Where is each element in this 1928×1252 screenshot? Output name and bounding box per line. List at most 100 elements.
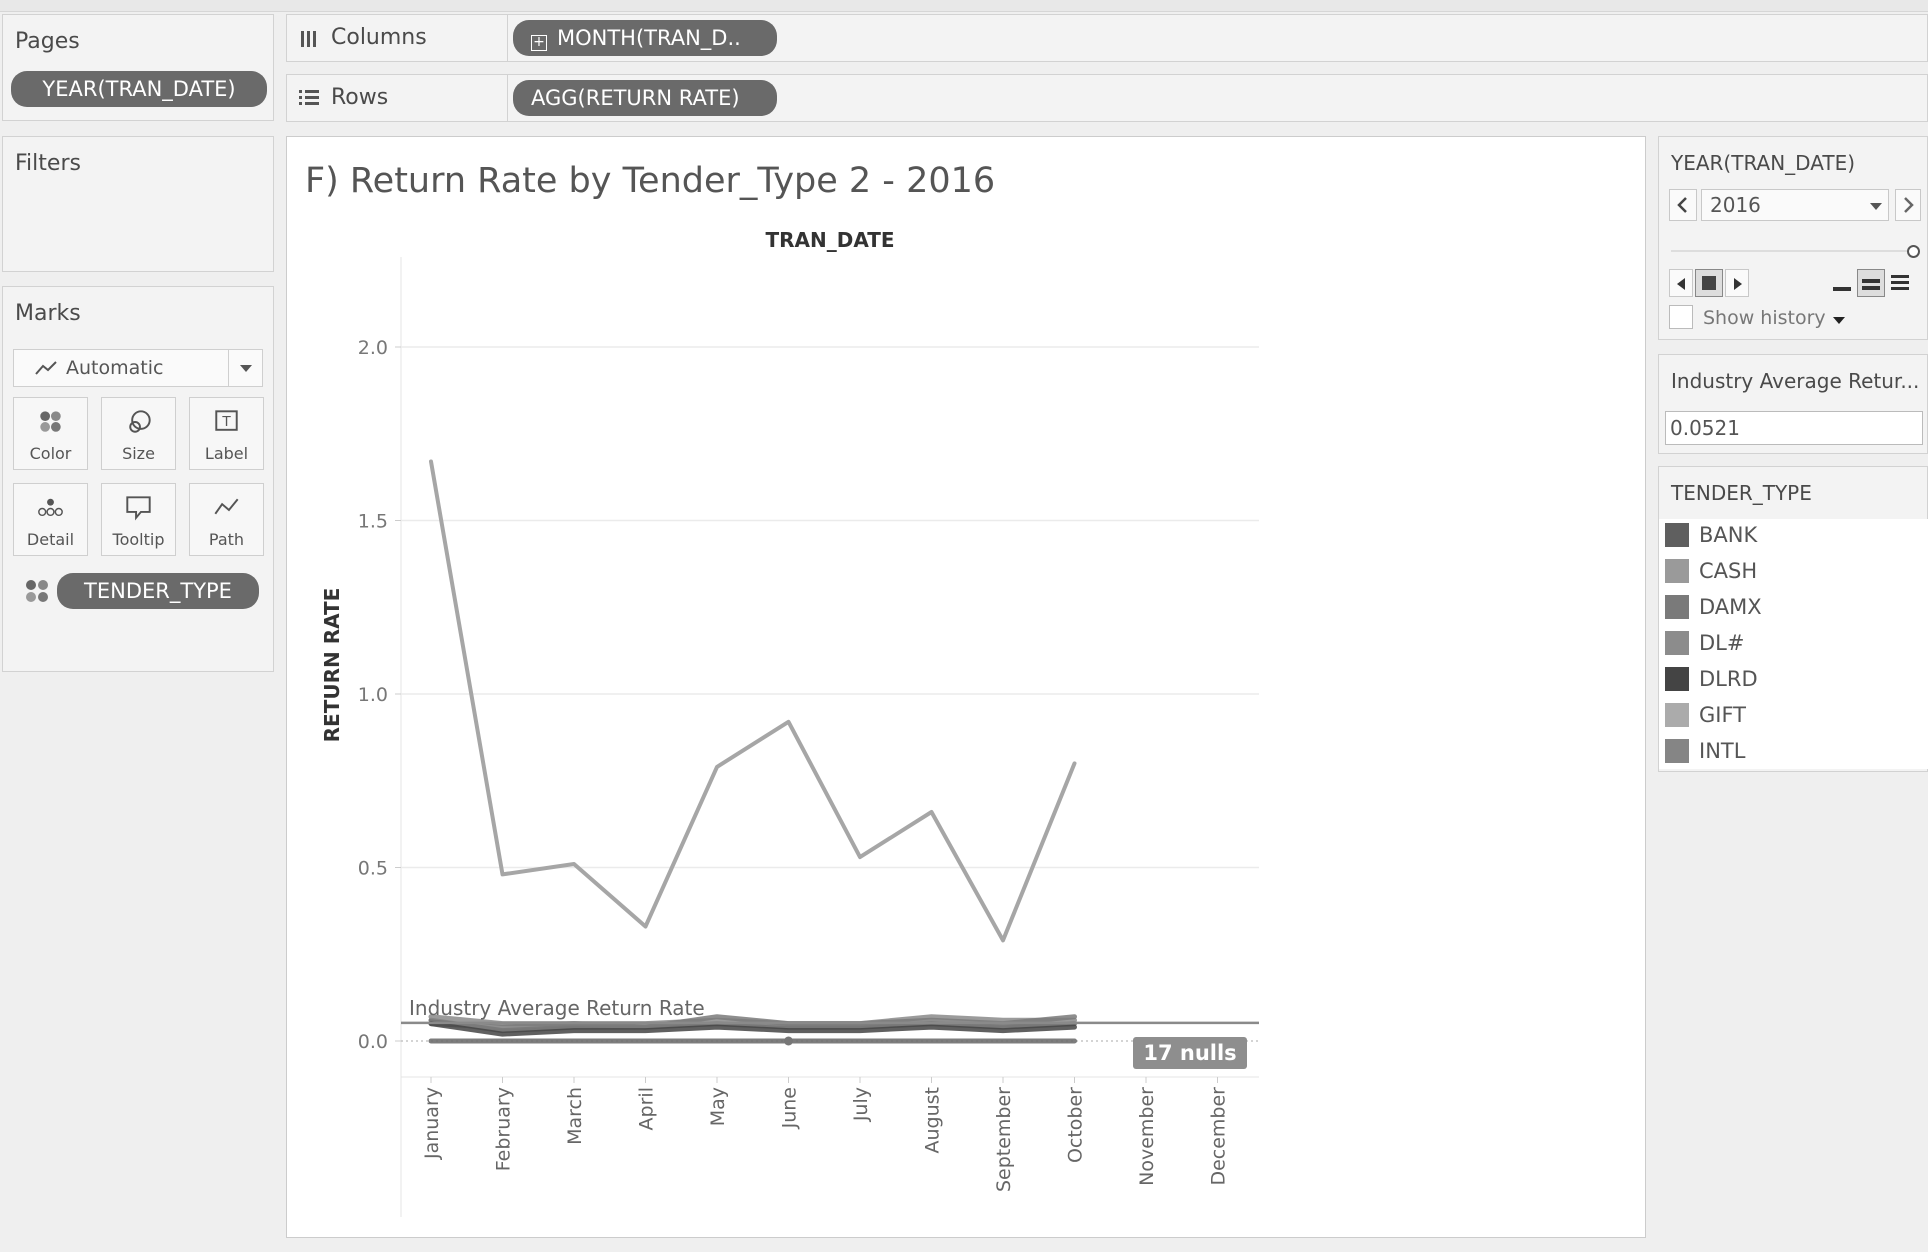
detail-icon xyxy=(14,494,87,524)
next-page-button[interactable] xyxy=(1895,189,1921,221)
color-icon xyxy=(14,408,87,438)
speed-fast-button[interactable] xyxy=(1887,269,1915,297)
legend-item[interactable]: BANK xyxy=(1659,519,1928,553)
series-line[interactable] xyxy=(431,462,1075,941)
data-point[interactable] xyxy=(784,1037,793,1046)
legend-swatch xyxy=(1665,559,1689,583)
expand-icon: + xyxy=(531,35,547,51)
top-strip xyxy=(0,0,1928,12)
chevron-down-icon xyxy=(1870,203,1882,210)
y-tick-label: 1.5 xyxy=(358,511,388,533)
rows-icon xyxy=(299,87,321,109)
parameter-title: Industry Average Retur... xyxy=(1671,369,1919,393)
legend-label: GIFT xyxy=(1699,703,1746,727)
speed-slow-button[interactable] xyxy=(1829,269,1855,297)
path-button-label: Path xyxy=(190,530,263,549)
show-history-dropdown-icon[interactable] xyxy=(1833,317,1845,324)
legend-item[interactable]: CASH xyxy=(1659,555,1928,589)
label-button[interactable]: T Label xyxy=(189,397,264,470)
columns-divider xyxy=(507,15,508,61)
pages-control-title: YEAR(TRAN_DATE) xyxy=(1671,151,1855,175)
legend-label: DLRD xyxy=(1699,667,1758,691)
line-mark-icon xyxy=(34,359,58,379)
parameter-card: Industry Average Retur... 0.0521 xyxy=(1658,354,1928,454)
y-tick-label: 0.5 xyxy=(358,858,388,880)
chevron-down-icon xyxy=(240,365,252,372)
rows-shelf[interactable]: Rows AGG(RETURN RATE) xyxy=(286,74,1928,122)
color-button[interactable]: Color xyxy=(13,397,88,470)
playback-stop-button[interactable] xyxy=(1695,269,1723,297)
color-button-label: Color xyxy=(14,444,87,463)
legend-label: BANK xyxy=(1699,523,1757,547)
legend-swatch xyxy=(1665,739,1689,763)
reference-line-label: Industry Average Return Rate xyxy=(409,996,705,1020)
y-tick-label: 1.0 xyxy=(358,684,388,706)
line-chart: TRAN_DATE 0.0 0.5 1.0 1.5 2.0 RETURN RATE Janua… xyxy=(287,137,1647,1239)
playback-forward-button[interactable] xyxy=(1725,269,1749,297)
legend-card: TENDER_TYPE BANK CASH DAMX DL# DLRD GIFT INTL xyxy=(1658,466,1928,772)
legend-item[interactable]: GIFT xyxy=(1659,699,1928,733)
path-button[interactable]: Path xyxy=(189,483,264,556)
tender-type-pill[interactable]: TENDER_TYPE xyxy=(57,573,259,609)
x-tick-label: November xyxy=(1136,1087,1158,1186)
y-tick-label: 0.0 xyxy=(358,1031,388,1053)
show-history-label[interactable]: Show history xyxy=(1703,307,1826,329)
x-tick-label: February xyxy=(493,1087,515,1171)
filters-title: Filters xyxy=(15,151,81,176)
legend-title: TENDER_TYPE xyxy=(1671,481,1812,505)
prev-page-button[interactable] xyxy=(1669,189,1697,221)
pages-shelf[interactable]: Pages YEAR(TRAN_DATE) xyxy=(2,14,274,121)
x-tick-label: January xyxy=(421,1087,443,1160)
page-slider[interactable] xyxy=(1671,245,1919,257)
columns-pill[interactable]: + MONTH(TRAN_D.. xyxy=(513,20,777,56)
size-icon xyxy=(102,408,175,438)
parameter-input[interactable]: 0.0521 xyxy=(1665,411,1923,445)
x-tick-label: May xyxy=(707,1087,729,1126)
chevron-right-icon xyxy=(1896,190,1920,220)
speed-medium-button[interactable] xyxy=(1857,269,1885,297)
x-tick-label: July xyxy=(850,1087,872,1122)
nulls-badge[interactable]: 17 nulls xyxy=(1133,1037,1247,1069)
column-header: TRAN_DATE xyxy=(765,228,894,252)
year-select-value: 2016 xyxy=(1710,193,1761,217)
show-history-checkbox[interactable] xyxy=(1669,305,1693,329)
legend-item[interactable]: INTL xyxy=(1659,735,1928,769)
svg-text:T: T xyxy=(221,414,231,430)
tooltip-icon xyxy=(102,494,175,524)
legend-label: DAMX xyxy=(1699,595,1762,619)
legend-swatch xyxy=(1665,595,1689,619)
columns-pill-label: MONTH(TRAN_D.. xyxy=(557,26,741,50)
pages-pill[interactable]: YEAR(TRAN_DATE) xyxy=(11,71,267,107)
size-button-label: Size xyxy=(102,444,175,463)
chevron-left-icon xyxy=(1670,190,1696,220)
chart-sheet: F) Return Rate by Tender_Type 2 - 2016 T… xyxy=(286,136,1646,1238)
x-tick-label: June xyxy=(779,1087,801,1129)
detail-button-label: Detail xyxy=(14,530,87,549)
mark-type-dropdown[interactable]: Automatic xyxy=(13,349,263,387)
x-tick-label: March xyxy=(564,1087,586,1145)
rows-label: Rows xyxy=(331,85,388,110)
y-tick-label: 2.0 xyxy=(358,337,388,359)
size-button[interactable]: Size xyxy=(101,397,176,470)
rows-pill[interactable]: AGG(RETURN RATE) xyxy=(513,80,777,116)
columns-shelf[interactable]: Columns + MONTH(TRAN_D.. xyxy=(286,14,1928,62)
legend-item[interactable]: DLRD xyxy=(1659,663,1928,697)
mark-type-label: Automatic xyxy=(66,357,163,379)
legend-item[interactable]: DL# xyxy=(1659,627,1928,661)
pages-title: Pages xyxy=(15,29,80,54)
tooltip-button[interactable]: Tooltip xyxy=(101,483,176,556)
x-tick-label: September xyxy=(993,1087,1015,1192)
filters-shelf[interactable]: Filters xyxy=(2,136,274,272)
legend-swatch xyxy=(1665,703,1689,727)
label-icon: T xyxy=(190,408,263,438)
legend-item[interactable]: DAMX xyxy=(1659,591,1928,625)
label-button-label: Label xyxy=(190,444,263,463)
year-select[interactable]: 2016 xyxy=(1701,189,1889,221)
tooltip-button-label: Tooltip xyxy=(102,530,175,549)
legend-label: INTL xyxy=(1699,739,1745,763)
playback-back-button[interactable] xyxy=(1669,269,1693,297)
detail-button[interactable]: Detail xyxy=(13,483,88,556)
legend-swatch xyxy=(1665,523,1689,547)
x-tick-label: December xyxy=(1208,1087,1230,1186)
marks-card: Marks Automatic Color Size T Label Detai… xyxy=(2,286,274,672)
